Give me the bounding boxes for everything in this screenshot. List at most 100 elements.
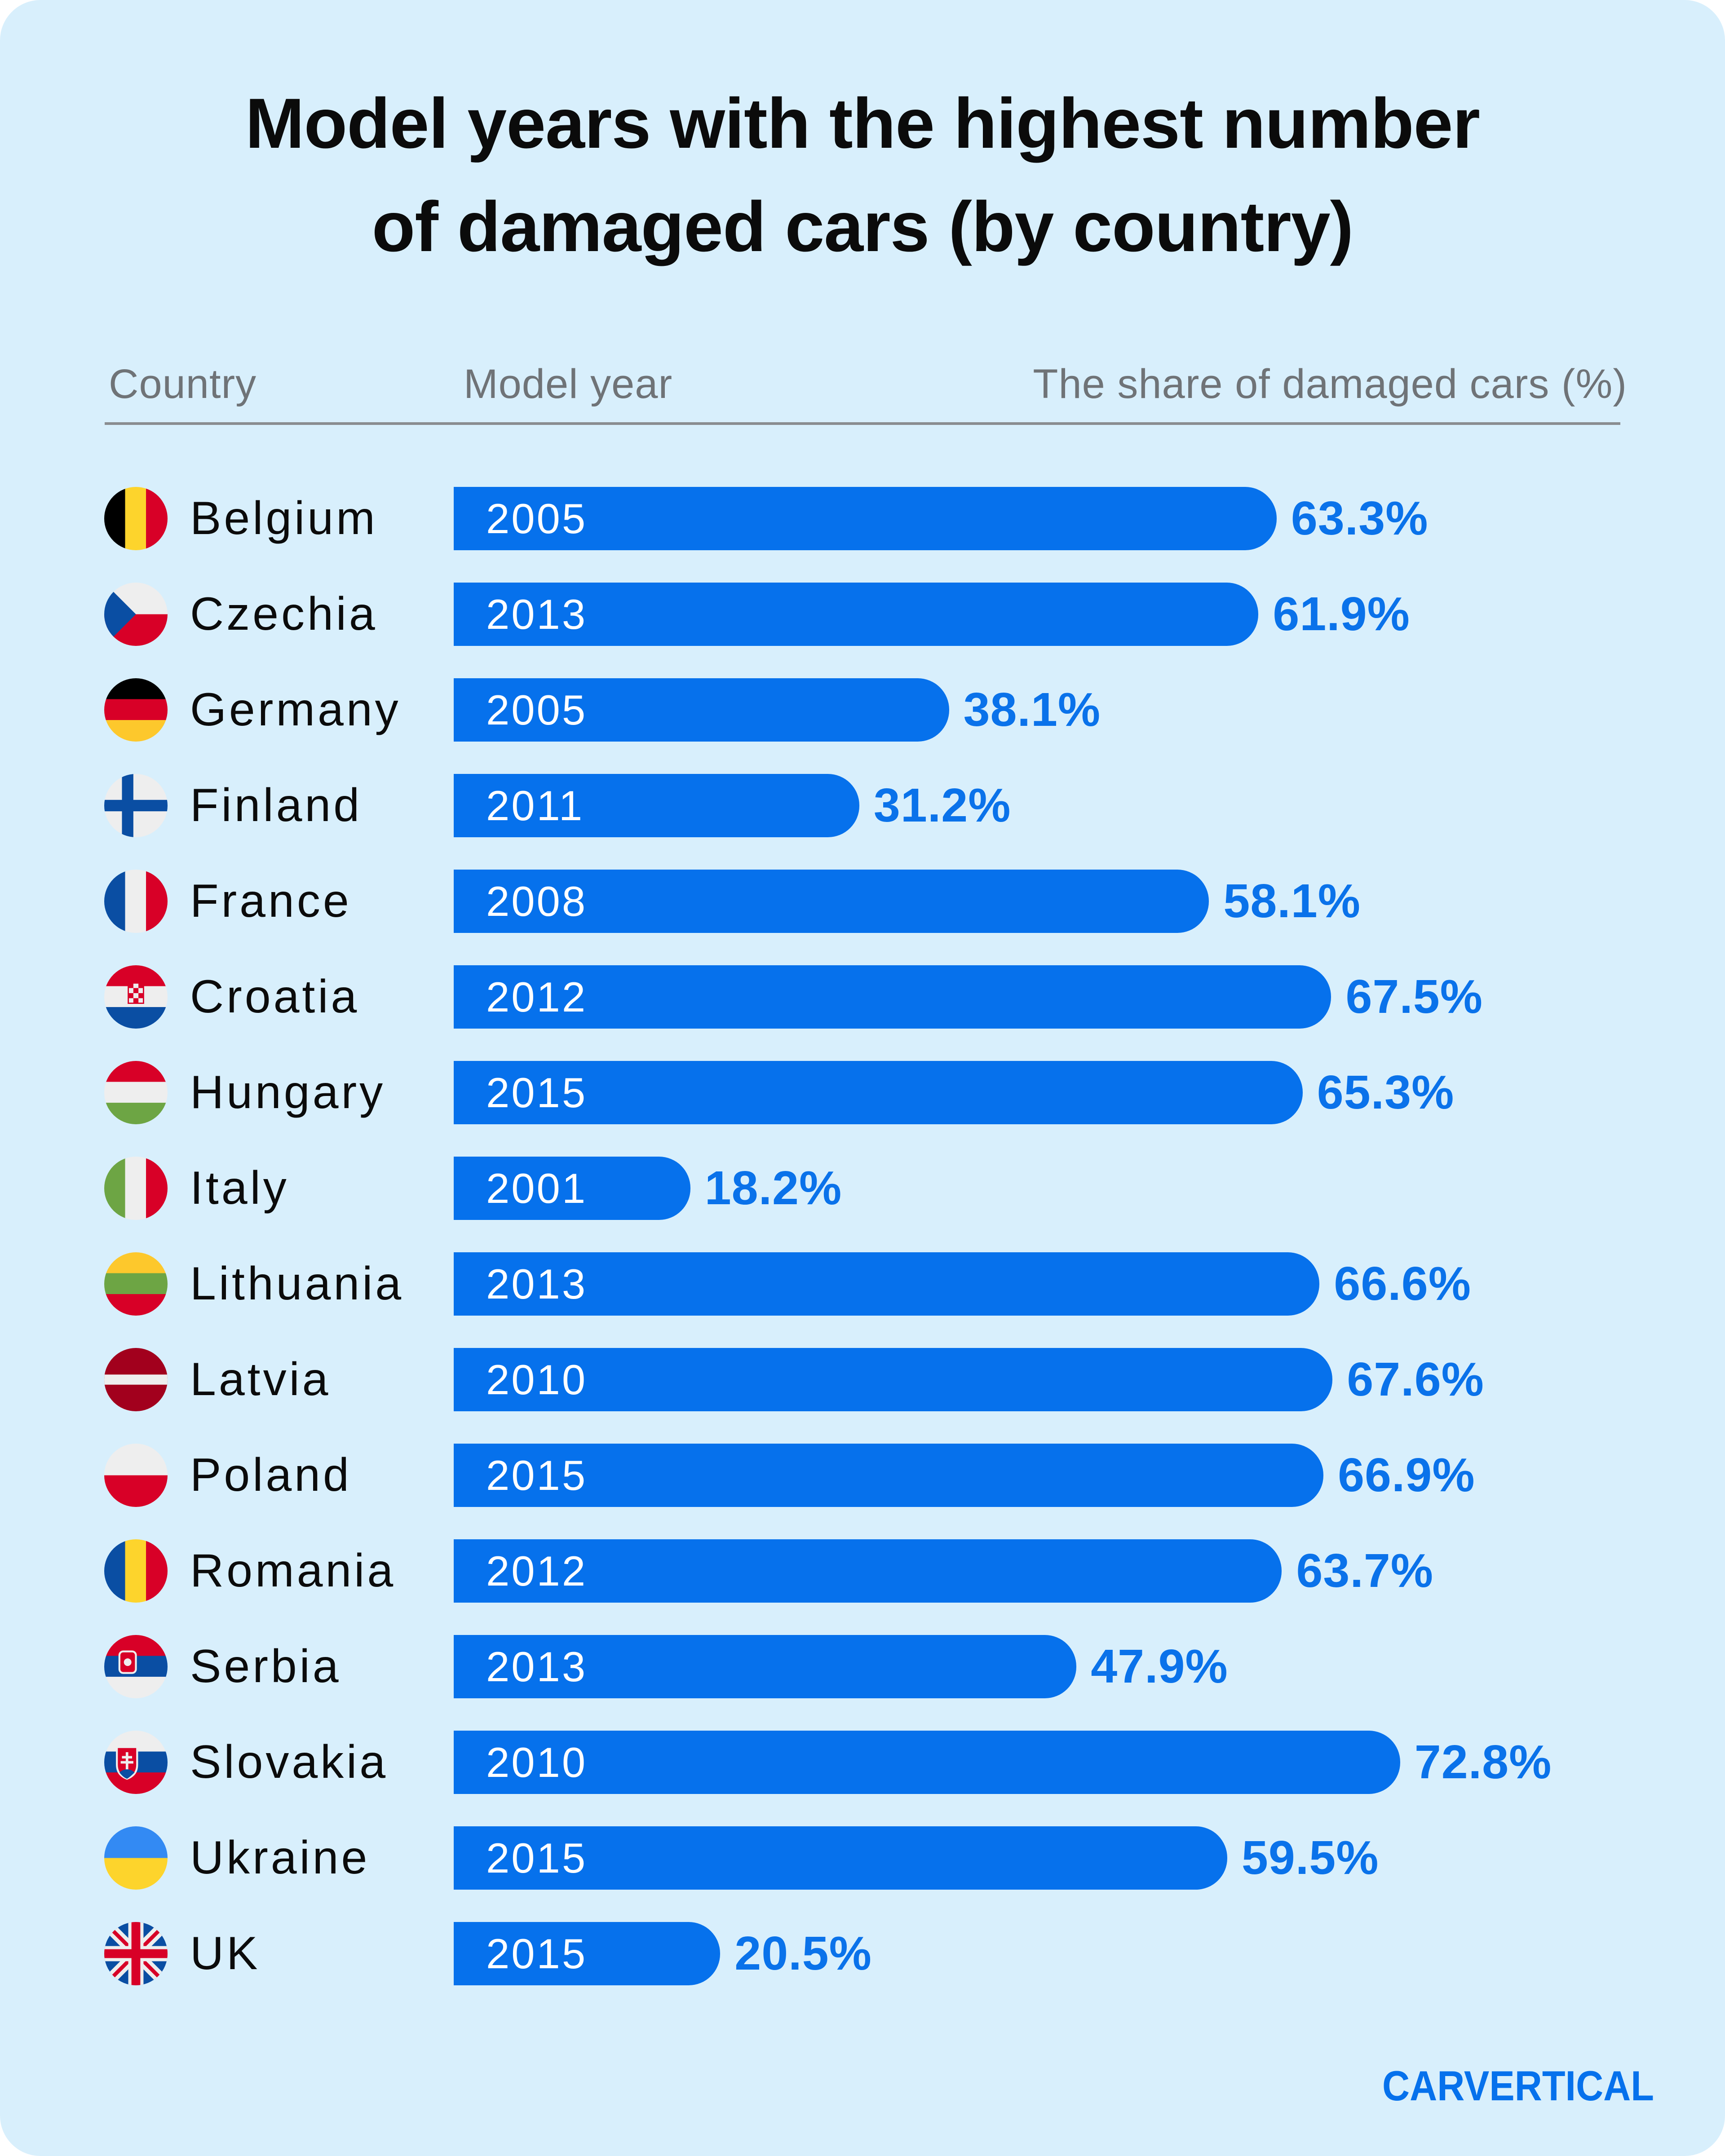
header-country: Country — [109, 361, 257, 407]
bar-row-france: France 2008 58.1% — [0, 870, 1725, 933]
country-label: Slovakia — [190, 1736, 389, 1788]
bar: 2010 — [454, 1731, 1400, 1794]
bar-row-czechia: Czechia 2013 61.9% — [0, 583, 1725, 646]
country-label: France — [190, 875, 352, 927]
flag-france-icon — [104, 870, 168, 933]
bar: 2005 — [454, 678, 949, 742]
value-label: 63.3% — [1291, 492, 1429, 545]
flag-belgium-icon — [104, 487, 168, 550]
value-label: 65.3% — [1317, 1066, 1455, 1119]
value-label: 47.9% — [1091, 1640, 1228, 1693]
model-year-label: 2008 — [486, 878, 588, 925]
country-label: Ukraine — [190, 1832, 370, 1884]
value-label: 67.5% — [1345, 970, 1483, 1023]
bar-row-ukraine: Ukraine 2015 59.5% — [0, 1826, 1725, 1890]
value-label: 58.1% — [1223, 875, 1361, 928]
value-label: 61.9% — [1273, 588, 1410, 641]
bar: 2010 — [454, 1348, 1333, 1411]
bar: 2012 — [454, 965, 1331, 1029]
country-label: UK — [190, 1927, 261, 1979]
model-year-label: 2013 — [486, 591, 588, 638]
bar: 2008 — [454, 870, 1209, 933]
bar: 2005 — [454, 487, 1277, 550]
flag-italy-icon — [104, 1157, 168, 1220]
model-year-label: 2012 — [486, 1547, 588, 1595]
country-label: Finland — [190, 779, 363, 831]
model-year-label: 2015 — [486, 1930, 588, 1977]
flag-hungary-icon — [104, 1061, 168, 1124]
bar: 2015 — [454, 1922, 721, 1985]
bar: 2013 — [454, 1252, 1320, 1316]
model-year-label: 2005 — [486, 495, 588, 542]
country-label: Lithuania — [190, 1258, 404, 1310]
bar: 2015 — [454, 1826, 1227, 1890]
model-year-label: 2015 — [486, 1452, 588, 1499]
flag-serbia-icon — [104, 1635, 168, 1698]
model-year-label: 2010 — [486, 1739, 588, 1786]
value-label: 18.2% — [704, 1162, 842, 1215]
model-year-label: 2013 — [486, 1643, 588, 1690]
flag-latvia-icon — [104, 1348, 168, 1411]
value-label: 72.8% — [1414, 1736, 1552, 1789]
flag-germany-icon — [104, 678, 168, 742]
bar-row-italy: Italy 2001 18.2% — [0, 1157, 1725, 1220]
bar: 2012 — [454, 1539, 1282, 1603]
bar: 2011 — [454, 774, 859, 837]
bar-row-latvia: Latvia 2010 67.6% — [0, 1348, 1725, 1411]
bar: 2001 — [454, 1157, 690, 1220]
flag-lithuania-icon — [104, 1252, 168, 1316]
bar-row-finland: Finland 2011 31.2% — [0, 774, 1725, 837]
country-label: Romania — [190, 1545, 396, 1597]
flag-uk-icon — [104, 1922, 168, 1985]
country-label: Italy — [190, 1162, 289, 1214]
flag-romania-icon — [104, 1539, 168, 1603]
bar-row-romania: Romania 2012 63.7% — [0, 1539, 1725, 1603]
chart-title: Model years with the highest number of d… — [0, 72, 1725, 278]
bar-row-lithuania: Lithuania 2013 66.6% — [0, 1252, 1725, 1316]
model-year-label: 2001 — [486, 1165, 588, 1212]
bar-row-serbia: Serbia 2013 47.9% — [0, 1635, 1725, 1698]
flag-czechia-icon — [104, 583, 168, 646]
title-line-1: Model years with the highest number — [245, 84, 1480, 163]
flag-croatia-icon — [104, 965, 168, 1029]
country-label: Croatia — [190, 971, 360, 1023]
country-label: Latvia — [190, 1353, 331, 1405]
carvertical-logo: CARVERTICAL — [1382, 2062, 1654, 2103]
value-label: 38.1% — [963, 683, 1101, 736]
value-label: 59.5% — [1241, 1831, 1379, 1884]
bar-row-germany: Germany 2005 38.1% — [0, 678, 1725, 742]
country-label: Germany — [190, 684, 401, 736]
header-share: The share of damaged cars (%) — [1033, 361, 1627, 407]
country-label: Hungary — [190, 1066, 386, 1118]
bar-row-belgium: Belgium 2005 63.3% — [0, 487, 1725, 550]
value-label: 31.2% — [873, 779, 1011, 832]
bar: 2013 — [454, 1635, 1077, 1698]
bar-row-slovakia: Slovakia 2010 72.8% — [0, 1731, 1725, 1794]
flag-finland-icon — [104, 774, 168, 837]
model-year-label: 2005 — [486, 686, 588, 733]
model-year-label: 2015 — [486, 1069, 588, 1116]
value-label: 66.9% — [1338, 1449, 1475, 1502]
value-label: 20.5% — [734, 1927, 872, 1980]
country-label: Czechia — [190, 588, 378, 640]
model-year-label: 2011 — [486, 782, 584, 829]
value-label: 67.6% — [1347, 1353, 1484, 1406]
header-divider — [105, 422, 1620, 425]
bar-row-croatia: Croatia 2012 67.5% — [0, 965, 1725, 1029]
bar-row-poland: Poland 2015 66.9% — [0, 1444, 1725, 1507]
title-line-2: of damaged cars (by country) — [372, 187, 1353, 266]
bar: 2015 — [454, 1061, 1303, 1124]
flag-ukraine-icon — [104, 1826, 168, 1890]
bar: 2013 — [454, 583, 1259, 646]
flag-slovakia-icon — [104, 1731, 168, 1794]
bar: 2015 — [454, 1444, 1324, 1507]
value-label: 63.7% — [1296, 1544, 1434, 1597]
country-label: Poland — [190, 1449, 352, 1501]
country-label: Belgium — [190, 492, 378, 544]
svg-text:CARVERTICAL: CARVERTICAL — [1382, 2062, 1654, 2103]
value-label: 66.6% — [1334, 1257, 1471, 1310]
model-year-label: 2012 — [486, 973, 588, 1021]
flag-poland-icon — [104, 1444, 168, 1507]
model-year-label: 2013 — [486, 1260, 588, 1308]
